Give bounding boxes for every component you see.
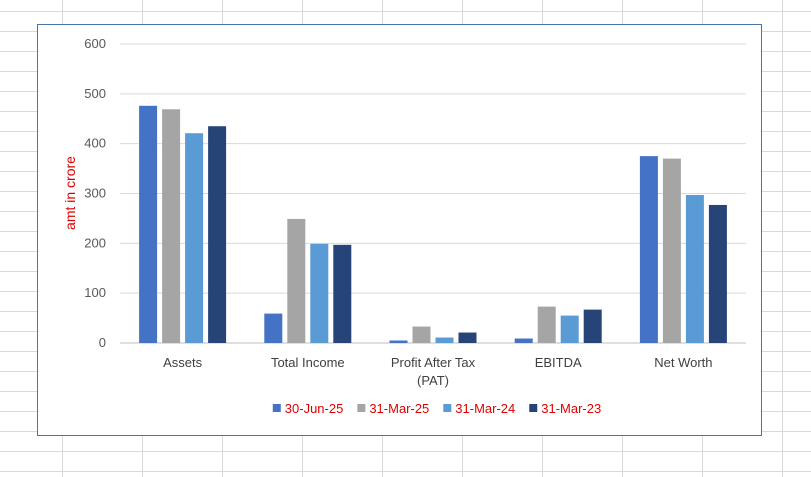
legend-item[interactable]: 31-Mar-23 [529,401,601,416]
x-tick-label: Net Worth [654,355,712,370]
bar[interactable] [685,194,704,343]
x-tick-label: Total Income [271,355,345,370]
bar[interactable] [264,313,283,343]
y-tick-label: 400 [84,136,106,151]
bar[interactable] [560,315,579,343]
legend-label: 31-Mar-23 [541,401,601,416]
y-axis-title: amt in crore [62,156,78,230]
y-tick-label: 600 [84,36,106,51]
y-tick-label: 0 [99,335,106,350]
bar[interactable] [139,105,158,343]
bar[interactable] [389,340,408,343]
bar[interactable] [537,306,556,343]
legend-item[interactable]: 31-Mar-24 [443,401,515,416]
bar[interactable] [514,338,533,343]
x-tick-label: Assets [163,355,203,370]
legend: 30-Jun-25 31-Mar-25 31-Mar-24 31-Mar-23 [272,401,601,416]
chart-area[interactable]: 0 100 200 300 400 500 600 Assets Total Income Pro… [37,24,762,436]
bar[interactable] [287,218,306,343]
bar[interactable] [208,126,227,343]
bar[interactable] [310,243,329,343]
bars [139,105,727,343]
legend-label: 31-Mar-25 [369,401,429,416]
bar[interactable] [708,204,727,343]
legend-swatch [443,404,452,412]
y-tick-label: 500 [84,86,106,101]
x-tick-label: EBITDA [535,355,582,370]
legend-swatch [529,404,538,412]
legend-swatch [272,404,281,412]
bar-chart: 0 100 200 300 400 500 600 Assets Total Income Pro… [62,36,746,416]
legend-item[interactable]: 30-Jun-25 [272,401,344,416]
y-tick-label: 100 [84,285,106,300]
legend-label: 31-Mar-24 [455,401,515,416]
bar[interactable] [333,244,352,343]
bar[interactable] [639,156,658,343]
axes: 0 100 200 300 400 500 600 Assets Total Income Pro… [84,36,712,388]
bar[interactable] [435,337,454,343]
legend-label: 30-Jun-25 [285,401,344,416]
y-tick-label: 300 [84,186,106,201]
bar[interactable] [583,309,602,343]
bar[interactable] [458,332,477,343]
bar[interactable] [662,158,681,343]
bar[interactable] [412,326,431,343]
y-tick-label: 200 [84,235,106,250]
x-tick-label: Profit After Tax (PAT) [391,355,476,388]
bar[interactable] [185,133,204,343]
legend-item[interactable]: 31-Mar-25 [357,401,429,416]
legend-swatch [357,404,366,412]
bar[interactable] [162,109,181,343]
